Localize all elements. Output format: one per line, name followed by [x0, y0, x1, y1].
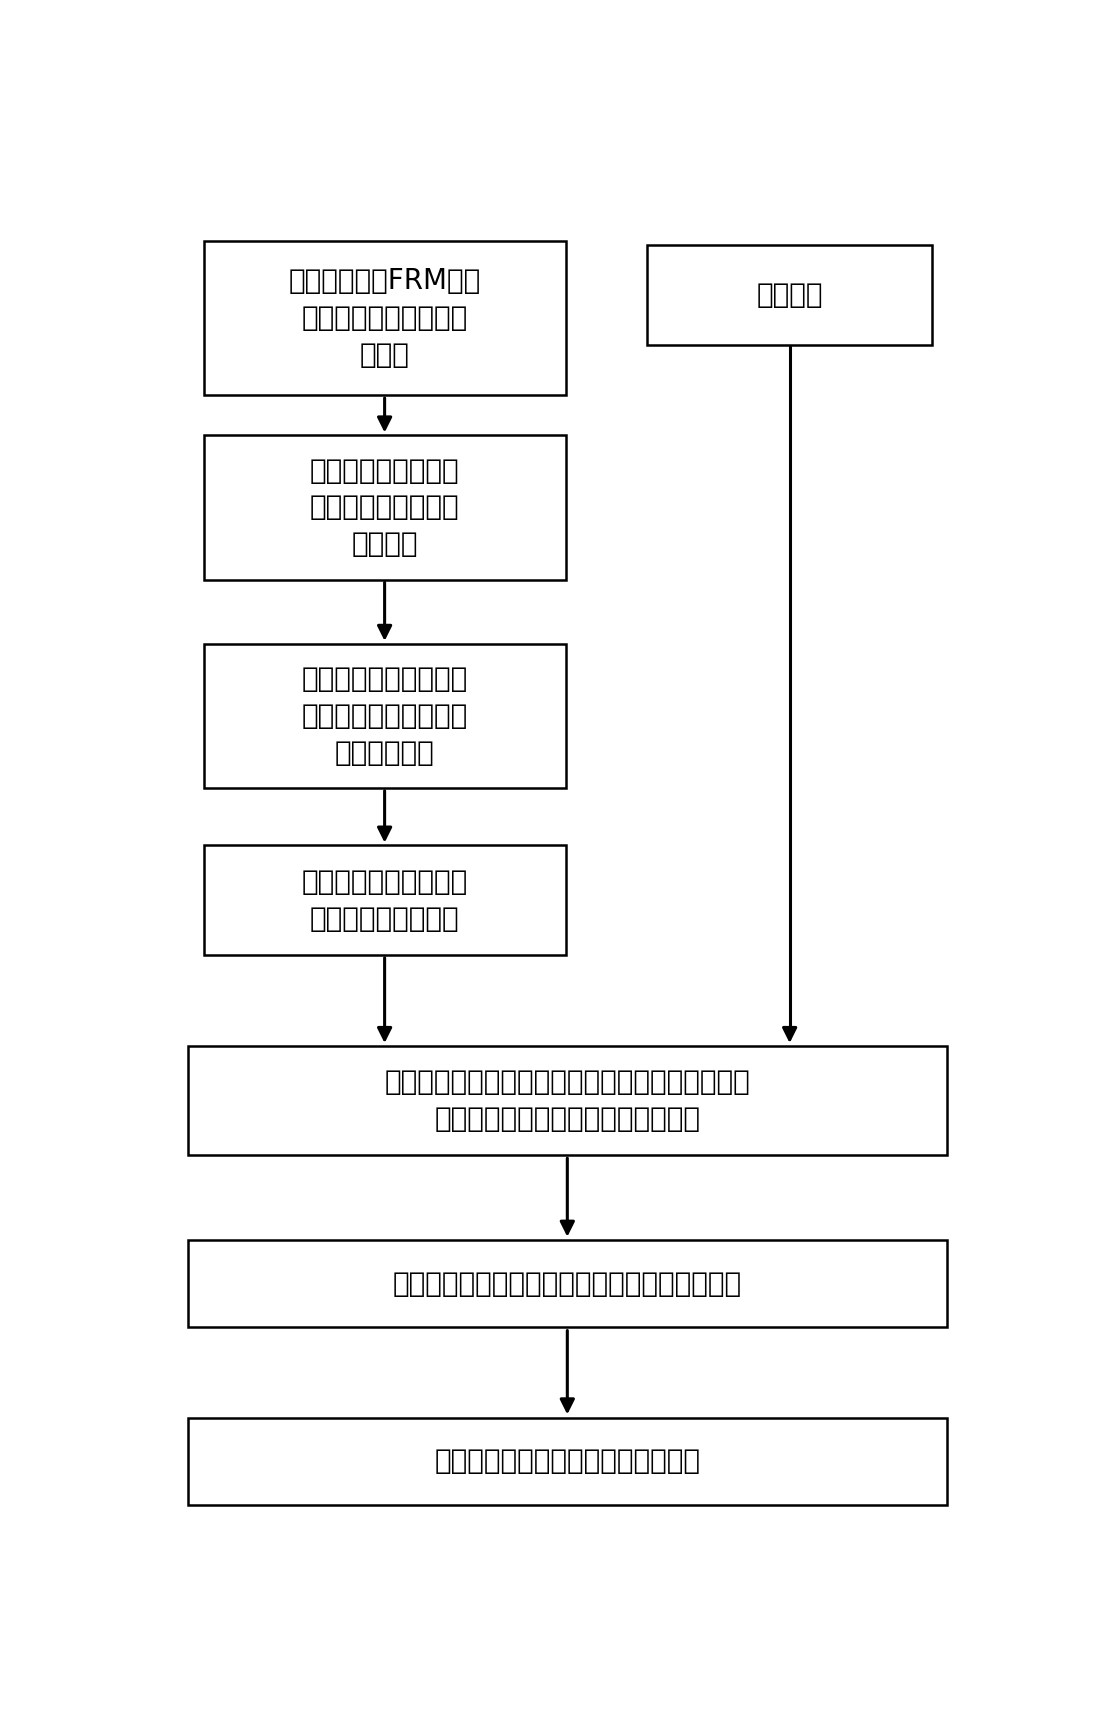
Bar	[203, 644, 566, 788]
Text: 利用人工蜂群算法对系
数进行迭代选优，得到
全局最优设计: 利用人工蜂群算法对系 数进行迭代选优，得到 全局最优设计	[301, 665, 468, 767]
Bar	[188, 1417, 946, 1504]
Text: 通过频率抽样法结合
滤波器指标参数计算
初始系数: 通过频率抽样法结合 滤波器指标参数计算 初始系数	[310, 456, 459, 559]
Text: 利用移位和加法进行电路设计，利用数据自身移位
与加法取代与滤波器系数的乘法运算: 利用移位和加法进行电路设计，利用数据自身移位 与加法取代与滤波器系数的乘法运算	[385, 1069, 751, 1133]
Text: 对于滤波器系数电路计算，采用分布式结构运算: 对于滤波器系数电路计算，采用分布式结构运算	[393, 1270, 742, 1298]
Text: 数据经过所有运算后输出，得出结果: 数据经过所有运算后输出，得出结果	[435, 1447, 701, 1475]
Bar	[188, 1241, 946, 1327]
Text: 数据输入: 数据输入	[756, 281, 823, 309]
Bar	[203, 241, 566, 394]
Bar	[203, 845, 566, 954]
Bar	[188, 1046, 946, 1156]
Bar	[647, 245, 932, 345]
Text: 将最优的滤波器系数进
行正则有符号数编码: 将最优的滤波器系数进 行正则有符号数编码	[301, 868, 468, 933]
Bar	[203, 435, 566, 579]
Text: 根据需要获取FRM滤波
器中各个子滤波器的指
标参数: 根据需要获取FRM滤波 器中各个子滤波器的指 标参数	[288, 267, 480, 368]
